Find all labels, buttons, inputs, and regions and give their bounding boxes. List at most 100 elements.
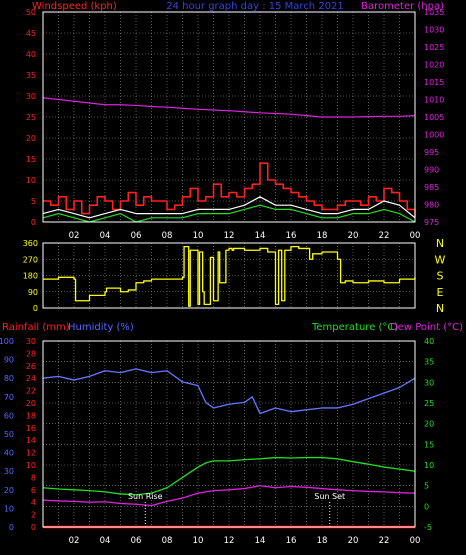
- temperature-tick-label: 35: [424, 358, 434, 367]
- x-tick-label: 06: [131, 536, 142, 546]
- windspeed-tick-label: 40: [26, 50, 36, 59]
- barometer-tick-label: 1015: [424, 78, 444, 87]
- barometer-tick-label: 1035: [424, 8, 444, 17]
- humidity-tick-label: 30: [4, 467, 14, 476]
- rainfall-tick-label: 10: [26, 461, 36, 470]
- temperature-tick-label: 0: [424, 502, 429, 511]
- temperature-tick-label: 5: [424, 482, 429, 491]
- rainfall-tick-label: 2: [31, 511, 36, 520]
- compass-label: E: [437, 286, 444, 299]
- x-tick-label: 00: [410, 536, 421, 546]
- series-temperature: [42, 456, 416, 496]
- humidity-tick-label: 100: [0, 337, 14, 346]
- series-humidity: [42, 368, 416, 415]
- rainfall-tick-label: 4: [31, 498, 36, 507]
- x-tick-label: 16: [286, 231, 297, 241]
- humidity-tick-label: 80: [4, 374, 14, 383]
- windspeed-tick-label: 45: [26, 29, 36, 38]
- windspeed-tick-label: 10: [26, 176, 36, 185]
- barometer-tick-label: 995: [424, 148, 439, 157]
- x-tick-label: 08: [162, 536, 173, 546]
- humidity-tick-label: 10: [4, 504, 14, 513]
- windspeed-tick-label: 20: [26, 134, 36, 143]
- x-tick-label: 12: [224, 536, 235, 546]
- x-tick-label: 18: [317, 536, 328, 546]
- barometer-tick-label: 1025: [424, 43, 444, 52]
- rainfall-tick-label: 8: [31, 473, 36, 482]
- x-tick-label: 22: [379, 536, 390, 546]
- panel-frame: [42, 340, 416, 528]
- x-tick-label: 22: [379, 231, 390, 241]
- windspeed-tick-label: 30: [26, 92, 36, 101]
- barometer-tick-label: 1000: [424, 131, 444, 140]
- humidity-axis-label: Humidity (%): [68, 322, 134, 333]
- windspeed-tick-label: 0: [31, 218, 36, 227]
- panel-wind-direction-grid: [42, 242, 416, 309]
- windspeed-tick-label: 15: [26, 155, 36, 164]
- x-tick-label: 16: [286, 536, 297, 546]
- x-tick-label: 06: [131, 231, 142, 241]
- panel-frames: [42, 11, 416, 528]
- series-barometer: [42, 97, 416, 118]
- humidity-tick-label: 70: [4, 393, 14, 402]
- chart-title: 24 hour graph day : 15 March 2021: [166, 1, 344, 12]
- windspeed-axis-label: Windspeed (kph): [32, 1, 117, 12]
- sun-annotation-label: Sun Rise: [128, 492, 163, 501]
- x-tick-label: 04: [100, 536, 111, 546]
- humidity-tick-label: 60: [4, 411, 14, 420]
- x-tick-label: 10: [193, 231, 204, 241]
- humidity-tick-label: 20: [4, 486, 14, 495]
- temperature-tick-label: 30: [424, 378, 434, 387]
- rainfall-tick-label: 14: [26, 436, 36, 445]
- temperature-tick-label: 15: [424, 440, 434, 449]
- x-tick-label: 04: [100, 231, 111, 241]
- windspeed-tick-label: 5: [31, 197, 36, 206]
- dewpoint-axis-label: Dew Point (°C): [390, 322, 463, 333]
- rainfall-tick-label: 26: [26, 362, 36, 371]
- x-tick-label: 20: [348, 231, 359, 241]
- rainfall-axis-label: Rainfall (mm): [2, 322, 70, 333]
- compass-label: N: [436, 237, 444, 250]
- barometer-tick-label: 1005: [424, 113, 444, 122]
- humidity-tick-label: 90: [4, 356, 14, 365]
- x-tick-label: 18: [317, 231, 328, 241]
- barometer-tick-label: 975: [424, 218, 439, 227]
- windspeed-tick-label: 35: [26, 71, 36, 80]
- compass-label: N: [436, 302, 444, 315]
- windspeed-tick-label: 25: [26, 113, 36, 122]
- compass-label: W: [435, 253, 446, 266]
- rainfall-tick-label: 24: [26, 374, 36, 383]
- direction-tick-label: 180: [23, 272, 38, 281]
- barometer-axis-label: Barometer (hpa): [361, 1, 444, 12]
- rainfall-tick-label: 6: [31, 486, 36, 495]
- series-gust: [42, 196, 416, 219]
- x-tick-label: 12: [224, 231, 235, 241]
- x-tick-label: 02: [69, 536, 80, 546]
- tick-labels-layer: 02 04 06 08 10 12 14 16 18 20 22 000510152025303540…: [0, 8, 446, 546]
- panel-temperature-humidity-grid: [42, 340, 416, 528]
- series-dewpoint: [42, 485, 416, 507]
- rainfall-tick-label: 20: [26, 399, 36, 408]
- barometer-tick-label: 980: [424, 201, 439, 210]
- temperature-tick-label: 20: [424, 420, 434, 429]
- compass-label: S: [437, 270, 444, 283]
- x-tick-label: 14: [255, 231, 266, 241]
- barometer-tick-label: 1030: [424, 26, 444, 35]
- humidity-tick-label: 0: [9, 523, 14, 532]
- barometer-tick-label: 985: [424, 183, 439, 192]
- x-tick-label: 02: [69, 231, 80, 241]
- rainfall-tick-label: 30: [26, 337, 36, 346]
- barometer-tick-label: 1010: [424, 96, 444, 105]
- rainfall-tick-label: 16: [26, 424, 36, 433]
- direction-tick-label: 270: [23, 255, 38, 264]
- panel-frame: [42, 11, 416, 223]
- windspeed-tick-label: 50: [26, 8, 36, 17]
- rainfall-tick-label: 18: [26, 411, 36, 420]
- direction-tick-label: 360: [23, 239, 38, 248]
- humidity-tick-label: 50: [4, 430, 14, 439]
- rainfall-tick-label: 22: [26, 387, 36, 396]
- series-direction: [43, 245, 416, 307]
- series-layer: Sun Rise Sun Set: [42, 97, 416, 529]
- panel-frame: [42, 242, 416, 309]
